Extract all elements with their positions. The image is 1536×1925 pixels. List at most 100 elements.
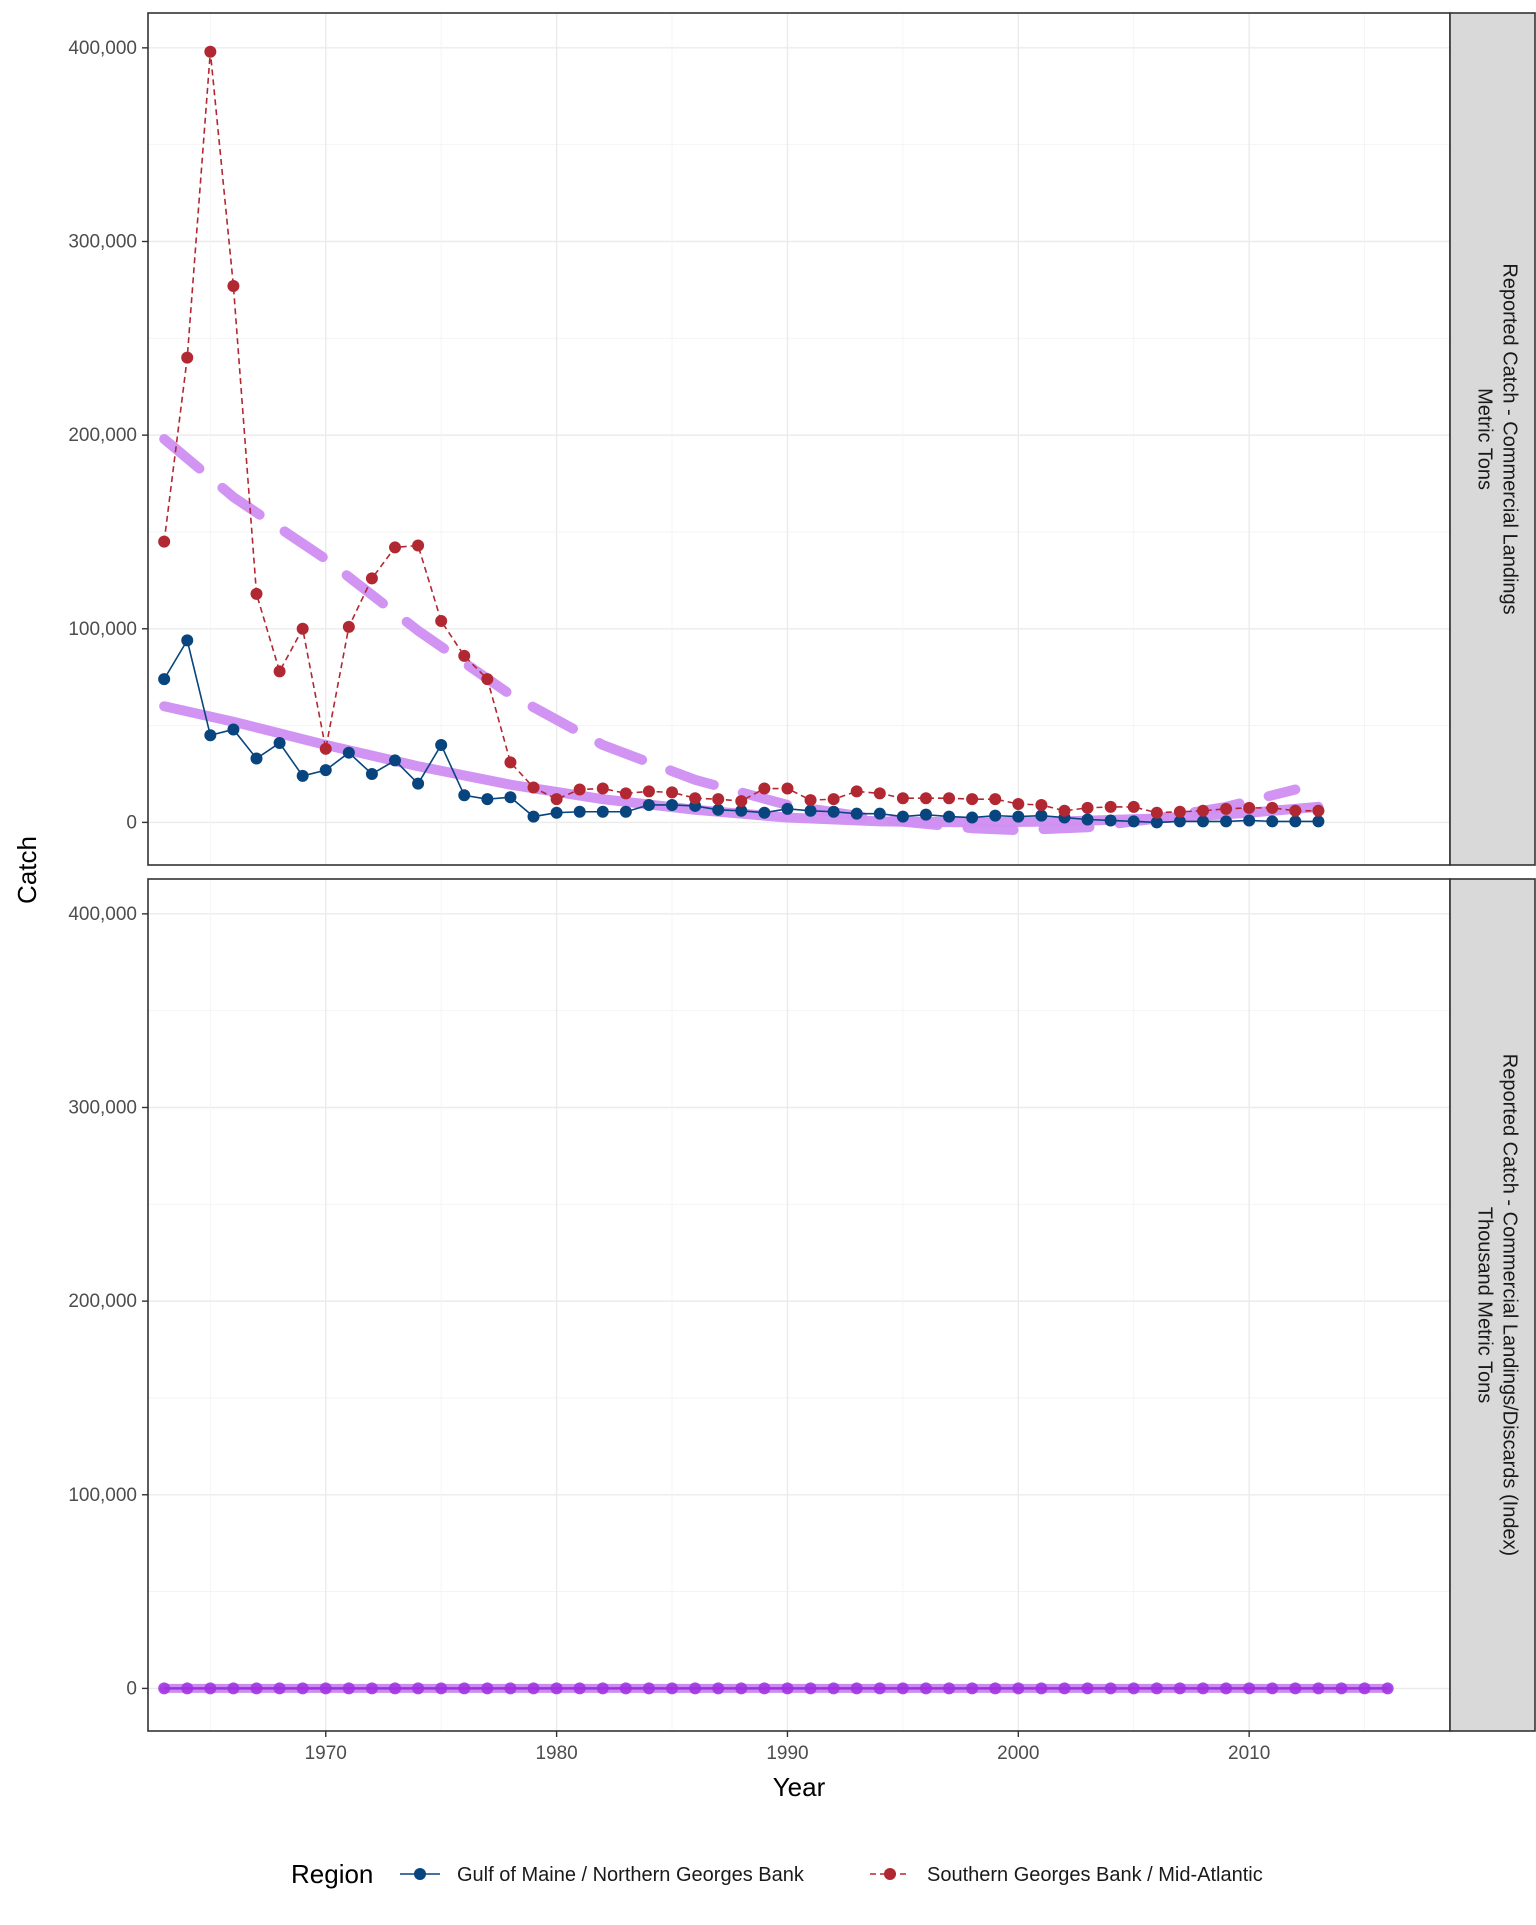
data-point bbox=[689, 792, 702, 805]
data-point bbox=[896, 1682, 909, 1695]
data-point bbox=[896, 810, 909, 823]
y-axis: 0 100,000 200,000 300,000 400,000 bbox=[68, 38, 148, 833]
legend-title: Region bbox=[291, 1859, 373, 1889]
data-point bbox=[873, 1682, 886, 1695]
data-point bbox=[966, 793, 979, 806]
y-tick-label: 0 bbox=[126, 812, 137, 833]
data-point bbox=[481, 793, 494, 806]
data-point bbox=[1220, 1682, 1233, 1695]
data-point bbox=[204, 729, 217, 742]
data-point bbox=[804, 804, 817, 817]
data-point bbox=[1127, 815, 1140, 828]
data-point bbox=[735, 804, 748, 817]
x-tick-label: 2010 bbox=[1228, 1743, 1270, 1764]
data-point bbox=[919, 808, 932, 821]
data-point bbox=[342, 1682, 355, 1695]
data-point bbox=[619, 805, 632, 818]
data-point bbox=[1173, 805, 1186, 818]
data-point bbox=[989, 809, 1002, 822]
data-point bbox=[1358, 1682, 1371, 1695]
data-point bbox=[319, 764, 332, 777]
data-point bbox=[758, 782, 771, 795]
data-point bbox=[458, 789, 471, 802]
legend-key-point bbox=[884, 1868, 896, 1880]
data-point bbox=[504, 756, 517, 769]
data-point bbox=[781, 802, 794, 815]
data-point bbox=[250, 752, 263, 765]
data-point bbox=[1289, 815, 1302, 828]
strip-background bbox=[1449, 12, 1536, 866]
data-point bbox=[296, 622, 309, 635]
data-point bbox=[966, 811, 979, 824]
data-point bbox=[1035, 1682, 1048, 1695]
data-point bbox=[365, 1682, 378, 1695]
data-point bbox=[1173, 815, 1186, 828]
data-point bbox=[181, 351, 194, 364]
data-point bbox=[689, 1682, 702, 1695]
data-point bbox=[1266, 801, 1279, 814]
data-point bbox=[642, 785, 655, 798]
legend-key-point bbox=[414, 1868, 426, 1880]
data-point bbox=[1104, 1682, 1117, 1695]
data-point bbox=[158, 535, 171, 548]
data-point bbox=[435, 615, 448, 628]
data-point bbox=[389, 1682, 402, 1695]
data-point bbox=[550, 806, 563, 819]
data-point bbox=[1312, 804, 1325, 817]
series-1 bbox=[158, 1682, 1394, 1695]
data-point bbox=[1243, 814, 1256, 827]
y-tick-label: 300,000 bbox=[68, 1097, 137, 1118]
data-point bbox=[596, 782, 609, 795]
data-point bbox=[735, 795, 748, 808]
data-point bbox=[527, 1682, 540, 1695]
data-point bbox=[1035, 809, 1048, 822]
data-point bbox=[1196, 815, 1209, 828]
data-point bbox=[412, 777, 425, 790]
data-point bbox=[827, 805, 840, 818]
data-point bbox=[181, 634, 194, 647]
x-tick-label: 1990 bbox=[766, 1743, 808, 1764]
data-point bbox=[365, 572, 378, 585]
data-point bbox=[896, 792, 909, 805]
data-point bbox=[1312, 815, 1325, 828]
data-point bbox=[550, 793, 563, 806]
x-axis: 1970 1980 1990 2000 2010 bbox=[305, 1731, 1270, 1764]
legend-label: Southern Georges Bank / Mid-Atlantic bbox=[927, 1864, 1263, 1886]
strip-background bbox=[1449, 878, 1536, 1732]
strip-label-line-1: Reported Catch - Commercial Landings bbox=[1499, 263, 1521, 614]
data-point bbox=[619, 1682, 632, 1695]
data-point bbox=[827, 1682, 840, 1695]
data-point bbox=[1104, 814, 1117, 827]
data-point bbox=[273, 1682, 286, 1695]
data-point bbox=[850, 785, 863, 798]
data-point bbox=[1289, 804, 1302, 817]
data-point bbox=[573, 805, 586, 818]
data-point bbox=[181, 1682, 194, 1695]
data-point bbox=[412, 1682, 425, 1695]
data-point bbox=[989, 1682, 1002, 1695]
legend-item-2: Southern Georges Bank / Mid-Atlantic bbox=[870, 1864, 1263, 1886]
data-point bbox=[204, 45, 217, 58]
data-point bbox=[781, 782, 794, 795]
data-point bbox=[435, 738, 448, 751]
data-point bbox=[758, 806, 771, 819]
data-point bbox=[1243, 1682, 1256, 1695]
legend-item-1: Gulf of Maine / Northern Georges Bank bbox=[400, 1864, 805, 1886]
data-point bbox=[1012, 1682, 1025, 1695]
y-tick-label: 100,000 bbox=[68, 619, 137, 640]
data-point bbox=[1312, 1682, 1325, 1695]
data-point bbox=[573, 1682, 586, 1695]
data-point bbox=[850, 807, 863, 820]
data-point bbox=[919, 1682, 932, 1695]
data-point bbox=[550, 1682, 563, 1695]
data-point bbox=[1081, 801, 1094, 814]
data-point bbox=[1104, 800, 1117, 813]
data-point bbox=[1220, 815, 1233, 828]
data-point bbox=[735, 1682, 748, 1695]
data-point bbox=[1012, 798, 1025, 811]
data-point bbox=[827, 793, 840, 806]
data-point bbox=[458, 1682, 471, 1695]
data-point bbox=[273, 737, 286, 750]
data-point bbox=[319, 1682, 332, 1695]
